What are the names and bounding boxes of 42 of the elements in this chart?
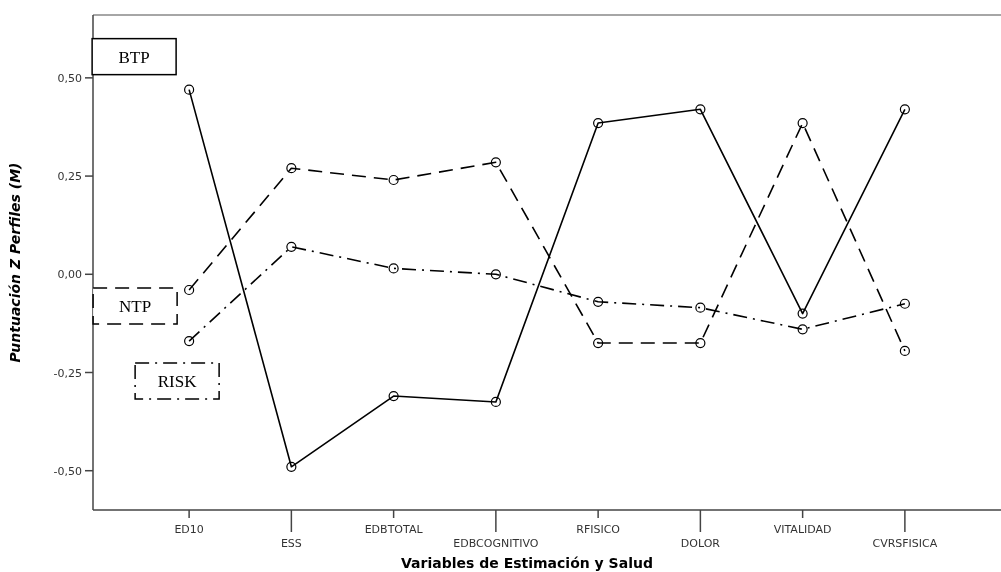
point [286, 461, 297, 472]
y-tick-label: -0,50 [53, 464, 82, 478]
point [695, 104, 706, 115]
x-tick-label: CVRSFISICA [872, 537, 938, 550]
point [490, 269, 501, 280]
x-tick-label: RFISICO [576, 523, 621, 536]
point [695, 337, 706, 349]
point [184, 284, 195, 296]
y-tick-label: 0,00 [57, 268, 82, 282]
x-axis-title: Variables de Estimación y Salud [401, 555, 653, 571]
text: NTP [119, 297, 152, 316]
point [797, 324, 808, 335]
point [593, 296, 604, 307]
point [899, 298, 910, 309]
point [286, 163, 297, 174]
x-tick-label: DOLOR [680, 537, 721, 550]
x-tick-label: VITALIDAD [773, 523, 832, 536]
point [184, 84, 195, 95]
point [899, 345, 910, 356]
point [593, 337, 604, 349]
point [797, 117, 808, 129]
point [184, 335, 195, 347]
point [490, 396, 501, 408]
x-tick-label: EDBCOGNITIVO [453, 537, 539, 550]
point [695, 302, 706, 313]
series-label: RISK [157, 372, 198, 392]
x-tick-label: ED10 [174, 523, 204, 536]
point [388, 263, 399, 274]
point [388, 174, 399, 186]
x-tick-label: ESS [280, 537, 302, 550]
point [899, 104, 910, 115]
text: BTP [118, 47, 150, 67]
point [797, 308, 808, 319]
point [286, 241, 297, 252]
point [593, 117, 604, 129]
y-axis-title: Puntuación Z Perfiles (M) [7, 162, 23, 363]
point [388, 390, 399, 402]
x-tick-label: EDBTOTAL [364, 523, 424, 536]
point [490, 157, 501, 168]
y-tick-label: -0,25 [53, 366, 82, 380]
y-tick-label: 0,25 [57, 170, 82, 184]
y-tick-label: 0,50 [57, 71, 82, 85]
